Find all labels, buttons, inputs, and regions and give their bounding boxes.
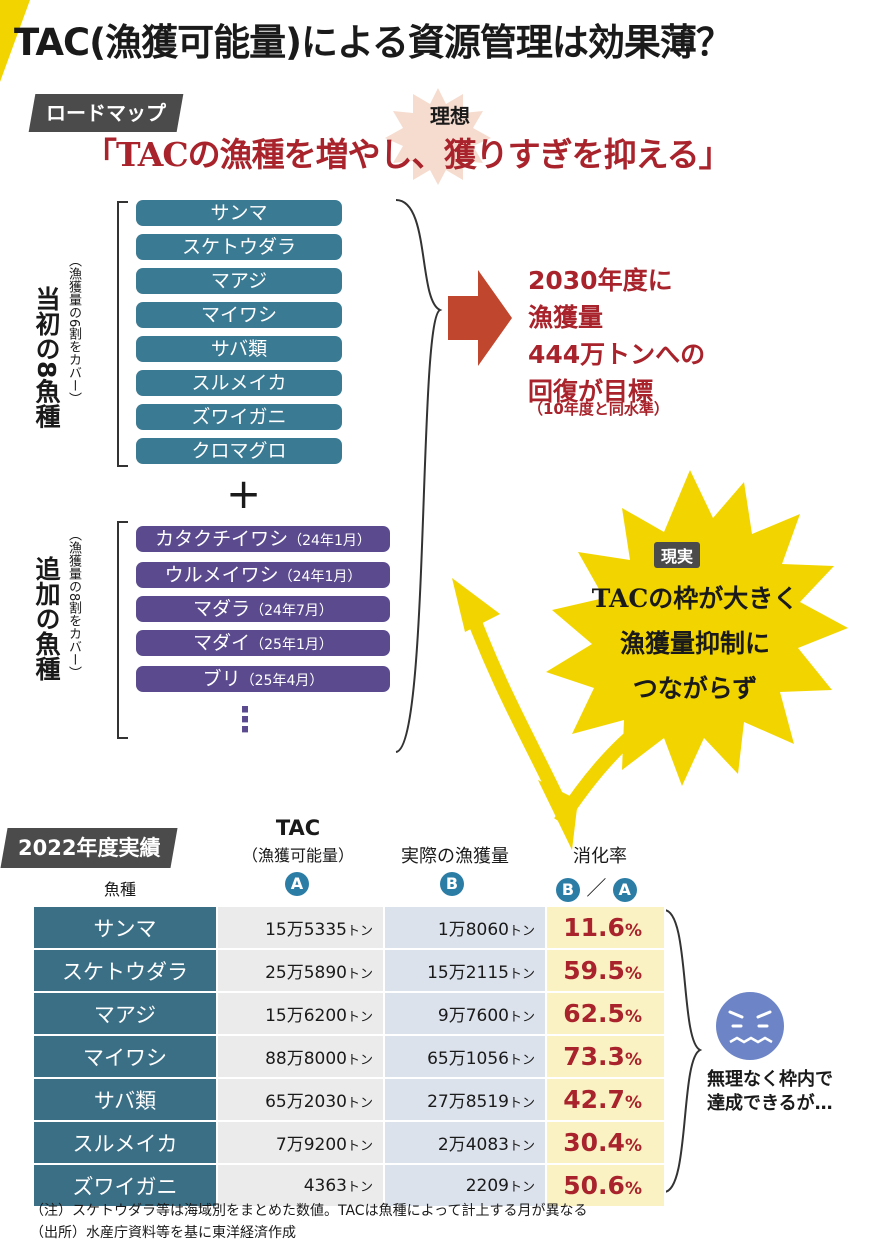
col-header-tac-sub: （漁獲可能量） [241, 846, 354, 865]
page-title: TAC(漁獲可能量)による資源管理は効果薄？ [14, 21, 733, 64]
species-cell: ズワイガニ [32, 1163, 218, 1208]
reality-burst [546, 470, 848, 786]
actual-cell: 1万8060トン [383, 905, 547, 950]
rate-cell: 50.6% [545, 1163, 666, 1208]
initial-bracket [117, 201, 128, 467]
table-row: スルメイカ 7万9200トン 2万4083トン 30.4% [32, 1120, 666, 1165]
reality-text: TACの枠が大きく 漁獲量抑制に つながらず [591, 584, 799, 703]
goal-arrow [448, 270, 512, 366]
species-pill-initial: マイワシ [136, 302, 342, 328]
initial-group-note: （漁獲量の6割をカバー） [66, 254, 81, 406]
rate-cell: 62.5% [545, 991, 666, 1036]
species-pill-added: マダイ（25年1月） [136, 630, 390, 656]
actual-cell: 9万7600トン [383, 991, 547, 1036]
more-species-dots: ⋮ [228, 700, 262, 740]
slogan: 「TACの漁種を増やし、獲りすぎを抑える」 [84, 135, 732, 174]
species-pill-added: ブリ（25年4月） [136, 666, 390, 692]
table-row: マイワシ 88万8000トン 65万1056トン 73.3% [32, 1034, 666, 1079]
rate-cell: 42.7% [545, 1077, 666, 1122]
tac-cell: 15万5335トン [216, 905, 385, 950]
corner-accent [0, 0, 30, 82]
worried-face-icon [716, 992, 784, 1060]
species-pill-initial: スケトウダラ [136, 234, 342, 260]
col-header-species: 魚種 [104, 880, 137, 899]
goal-text: 2030年度に 漁獲量 444万トンへの 回復が目標 [528, 266, 706, 406]
table-brace [663, 909, 703, 1193]
species-pill-initial: サンマ [136, 200, 342, 226]
tac-cell: 88万8000トン [216, 1034, 385, 1079]
footnote-note: （注）スケトウダラ等は海域別をまとめた数値。TACは魚種によって計上する月が異な… [30, 1203, 588, 1219]
actual-cell: 15万2115トン [383, 948, 547, 993]
actual-cell: 2万4083トン [383, 1120, 547, 1165]
rate-formula: B ／ A [556, 872, 637, 902]
species-pill-added: カタクチイワシ（24年1月） [136, 526, 390, 552]
rate-cell: 73.3% [545, 1034, 666, 1079]
table-row: マアジ 15万6200トン 9万7600トン 62.5% [32, 991, 666, 1036]
rate-cell: 30.4% [545, 1120, 666, 1165]
actual-cell: 2209トン [383, 1163, 547, 1208]
goal-note: （10年度と同水準） [528, 400, 669, 418]
tac-cell: 15万6200トン [216, 991, 385, 1036]
actual-cell: 65万1056トン [383, 1034, 547, 1079]
tac-cell: 7万9200トン [216, 1120, 385, 1165]
tac-cell: 4363トン [216, 1163, 385, 1208]
marker-b: B [440, 872, 464, 896]
species-cell: サンマ [32, 905, 218, 950]
plus-sign: + [226, 469, 262, 518]
right-brace [395, 199, 443, 753]
species-cell: スルメイカ [32, 1120, 218, 1165]
species-pill-initial: ズワイガニ [136, 404, 342, 430]
species-pill-initial: マアジ [136, 268, 342, 294]
tac-cell: 25万5890トン [216, 948, 385, 993]
added-bracket [117, 521, 128, 739]
reality-badge: 現実 [654, 542, 701, 568]
col-header-actual: 実際の漁獲量 [401, 846, 509, 867]
table-row: ズワイガニ 4363トン 2209トン 50.6% [32, 1163, 666, 1208]
added-group-note: （漁獲量の8割をカバー） [66, 528, 81, 680]
ideal-label: 理想 [430, 104, 470, 128]
marker-a: A [285, 872, 309, 896]
added-group-label: 追加の魚種 [32, 556, 61, 681]
species-cell: スケトウダラ [32, 948, 218, 993]
actual-cell: 27万8519トン [383, 1077, 547, 1122]
rate-cell: 59.5% [545, 948, 666, 993]
species-cell: マアジ [32, 991, 218, 1036]
ideal-burst-shape [385, 88, 491, 185]
col-header-tac: TAC [275, 816, 321, 840]
tac-cell: 65万2030トン [216, 1077, 385, 1122]
initial-group-label: 当初の8魚種 [32, 286, 61, 429]
species-pill-initial: クロマグロ [136, 438, 342, 464]
footnote-source: （出所）水産庁資料等を基に東洋経済作成 [30, 1225, 296, 1241]
species-pill-initial: スルメイカ [136, 370, 342, 396]
col-header-rate: 消化率 [573, 846, 627, 867]
table-comment: 無理なく枠内で 達成できるが… [707, 1069, 833, 1114]
species-cell: マイワシ [32, 1034, 218, 1079]
rate-cell: 11.6% [545, 905, 666, 950]
species-pill-added: マダラ（24年7月） [136, 596, 390, 622]
performance-table: サンマ 15万5335トン 1万8060トン 11.6% スケトウダラ 25万5… [32, 905, 666, 1208]
species-pill-added: ウルメイワシ（24年1月） [136, 562, 390, 588]
table-row: スケトウダラ 25万5890トン 15万2115トン 59.5% [32, 948, 666, 993]
table-row: サバ類 65万2030トン 27万8519トン 42.7% [32, 1077, 666, 1122]
performance-label: 2022年度実績 [0, 828, 178, 868]
species-cell: サバ類 [32, 1077, 218, 1122]
table-row: サンマ 15万5335トン 1万8060トン 11.6% [32, 905, 666, 950]
species-pill-initial: サバ類 [136, 336, 342, 362]
